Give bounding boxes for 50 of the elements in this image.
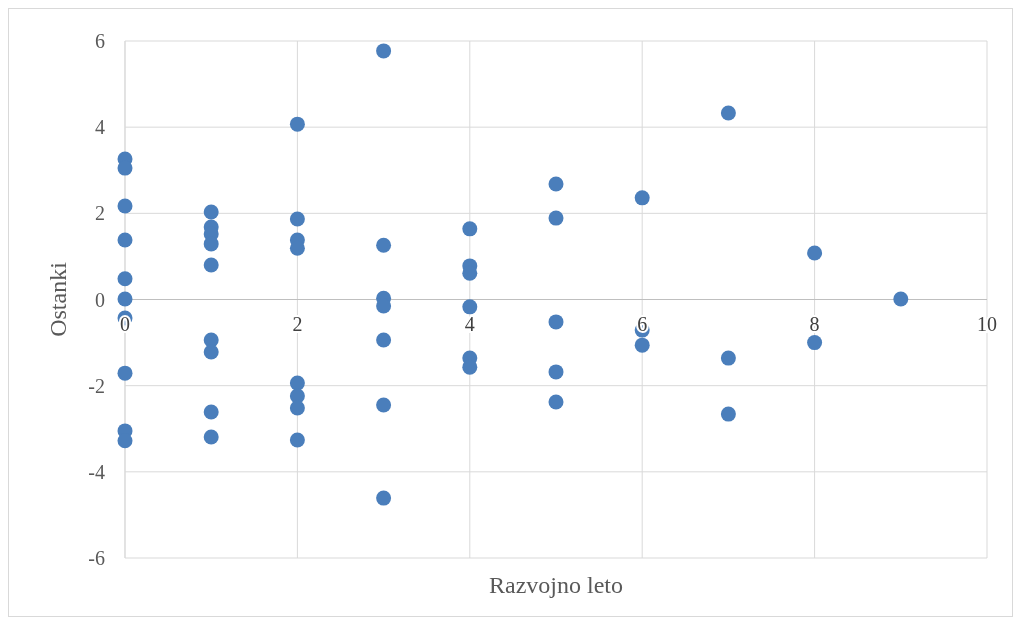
point xyxy=(548,210,564,226)
point xyxy=(548,176,564,192)
x-axis-title: Razvojno leto xyxy=(489,572,623,598)
point xyxy=(289,211,305,227)
point xyxy=(117,198,133,214)
point xyxy=(634,337,650,353)
point xyxy=(203,236,219,252)
point xyxy=(117,433,133,449)
point xyxy=(376,397,392,413)
y-tick-label: 0 xyxy=(95,288,105,311)
point xyxy=(203,344,219,360)
point xyxy=(893,291,909,307)
point xyxy=(634,190,650,206)
point xyxy=(117,232,133,248)
point xyxy=(807,245,823,261)
point xyxy=(117,291,133,307)
point xyxy=(548,364,564,380)
point xyxy=(462,221,478,237)
point xyxy=(376,332,392,348)
y-tick-label: -2 xyxy=(88,374,105,397)
point xyxy=(117,365,133,381)
point xyxy=(289,432,305,448)
y-tick-label: 6 xyxy=(95,30,105,52)
point xyxy=(720,105,736,121)
point xyxy=(203,429,219,445)
y-axis-title: Ostanki xyxy=(45,261,71,337)
x-tick-label: 2 xyxy=(292,312,303,335)
x-tick-label: 4 xyxy=(464,312,475,335)
x-tick-label: 8 xyxy=(809,312,820,335)
point xyxy=(117,271,133,287)
point xyxy=(548,314,564,330)
point xyxy=(289,375,305,391)
x-tick-label: 10 xyxy=(977,312,997,335)
point xyxy=(376,237,392,253)
point xyxy=(376,43,392,59)
point xyxy=(376,490,392,506)
point xyxy=(289,400,305,416)
point xyxy=(203,204,219,220)
y-tick-label: -4 xyxy=(88,460,105,483)
point xyxy=(462,299,478,315)
point xyxy=(720,406,736,422)
y-tick-label: -6 xyxy=(88,547,105,569)
y-tick-label: 4 xyxy=(95,116,105,139)
point xyxy=(548,394,564,410)
point xyxy=(720,350,736,366)
point xyxy=(289,116,305,132)
y-tick-label: 2 xyxy=(95,202,105,225)
point xyxy=(807,335,823,351)
point xyxy=(203,404,219,420)
point xyxy=(203,257,219,273)
